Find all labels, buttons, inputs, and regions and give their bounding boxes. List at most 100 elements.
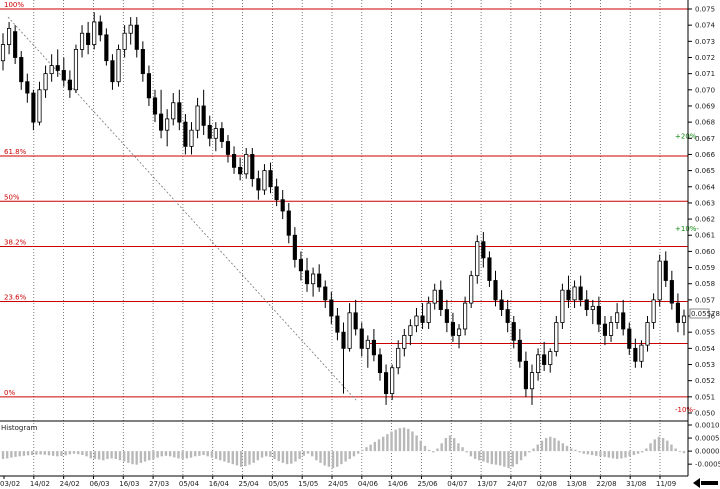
candle[interactable] — [19, 51, 24, 90]
candle[interactable] — [511, 316, 516, 349]
scroll-right-icon[interactable] — [693, 478, 718, 488]
candle[interactable] — [225, 135, 231, 163]
candle[interactable] — [49, 54, 54, 82]
candle[interactable] — [165, 109, 170, 147]
candle[interactable] — [79, 25, 85, 58]
candle[interactable] — [177, 89, 182, 131]
candle[interactable] — [195, 97, 200, 139]
candle[interactable] — [317, 264, 322, 292]
candle[interactable] — [128, 17, 133, 45]
candle[interactable] — [86, 21, 91, 55]
candle[interactable] — [529, 364, 535, 405]
candle[interactable] — [396, 340, 401, 375]
candle[interactable] — [213, 122, 218, 152]
candle[interactable] — [377, 348, 383, 381]
candle[interactable] — [0, 33, 6, 71]
candle[interactable] — [554, 316, 559, 357]
candle[interactable] — [323, 280, 328, 308]
candle[interactable] — [438, 280, 443, 317]
candle[interactable] — [621, 299, 626, 336]
candle[interactable] — [37, 81, 42, 126]
candle[interactable] — [335, 307, 340, 341]
candle[interactable] — [329, 291, 334, 325]
candle[interactable] — [584, 290, 589, 317]
candle[interactable] — [499, 290, 504, 317]
candle[interactable] — [256, 170, 261, 200]
candle[interactable] — [444, 299, 449, 333]
candle[interactable] — [487, 251, 492, 287]
candle[interactable] — [408, 319, 413, 346]
candle[interactable] — [426, 296, 431, 329]
candle[interactable] — [681, 309, 687, 336]
candle[interactable] — [353, 299, 358, 336]
candle[interactable] — [566, 275, 571, 308]
candle[interactable] — [469, 270, 474, 308]
candle[interactable] — [43, 65, 48, 98]
candle[interactable] — [365, 335, 370, 368]
candle[interactable] — [663, 251, 668, 287]
candle[interactable] — [578, 275, 583, 307]
candle[interactable] — [73, 44, 79, 94]
candle[interactable] — [347, 303, 352, 352]
candle[interactable] — [134, 17, 139, 58]
candle[interactable] — [152, 89, 158, 123]
candle[interactable] — [61, 57, 66, 87]
candle[interactable] — [402, 328, 407, 357]
candle[interactable] — [493, 270, 498, 307]
candle[interactable] — [371, 328, 376, 362]
candle[interactable] — [244, 147, 249, 179]
candle[interactable] — [542, 341, 547, 371]
candle[interactable] — [432, 283, 437, 310]
candle[interactable] — [657, 254, 662, 307]
candle[interactable] — [25, 73, 30, 103]
candle[interactable] — [590, 299, 595, 325]
candlestick-series[interactable] — [0, 12, 687, 405]
candle[interactable] — [548, 348, 553, 373]
candle[interactable] — [615, 303, 620, 329]
candle[interactable] — [171, 93, 176, 126]
candle[interactable] — [463, 296, 468, 336]
candle[interactable] — [651, 293, 656, 329]
candle[interactable] — [146, 65, 152, 106]
candle[interactable] — [238, 157, 243, 181]
candle[interactable] — [645, 316, 650, 352]
candle[interactable] — [98, 15, 103, 42]
candle[interactable] — [608, 316, 614, 342]
candle[interactable] — [523, 351, 528, 397]
candle[interactable] — [183, 114, 188, 155]
candle[interactable] — [390, 364, 395, 401]
candle[interactable] — [450, 312, 456, 342]
candle[interactable] — [55, 49, 60, 77]
candle[interactable] — [669, 270, 674, 310]
candle[interactable] — [201, 89, 206, 136]
candle[interactable] — [560, 283, 565, 329]
candle[interactable] — [475, 235, 480, 284]
candle[interactable] — [304, 257, 310, 292]
candle[interactable] — [359, 322, 364, 357]
candle[interactable] — [596, 296, 601, 333]
candle[interactable] — [122, 25, 127, 58]
candle[interactable] — [159, 89, 164, 139]
candle[interactable] — [292, 227, 297, 268]
candle[interactable] — [627, 322, 632, 355]
candle[interactable] — [92, 12, 97, 50]
candle[interactable] — [280, 189, 285, 220]
candle[interactable] — [535, 348, 541, 381]
candle[interactable] — [675, 293, 680, 333]
candle[interactable] — [572, 280, 577, 308]
candle[interactable] — [286, 202, 291, 244]
candle[interactable] — [456, 324, 462, 349]
candle[interactable] — [311, 267, 316, 297]
candle[interactable] — [7, 21, 12, 55]
candle[interactable] — [268, 162, 273, 194]
candle[interactable] — [189, 122, 194, 155]
candle[interactable] — [639, 340, 644, 368]
candle[interactable] — [602, 316, 608, 346]
candle[interactable] — [414, 307, 419, 333]
candle[interactable] — [633, 338, 638, 368]
candle[interactable] — [341, 322, 346, 394]
candle[interactable] — [262, 164, 267, 195]
candle[interactable] — [298, 251, 304, 281]
candle[interactable] — [104, 28, 109, 66]
